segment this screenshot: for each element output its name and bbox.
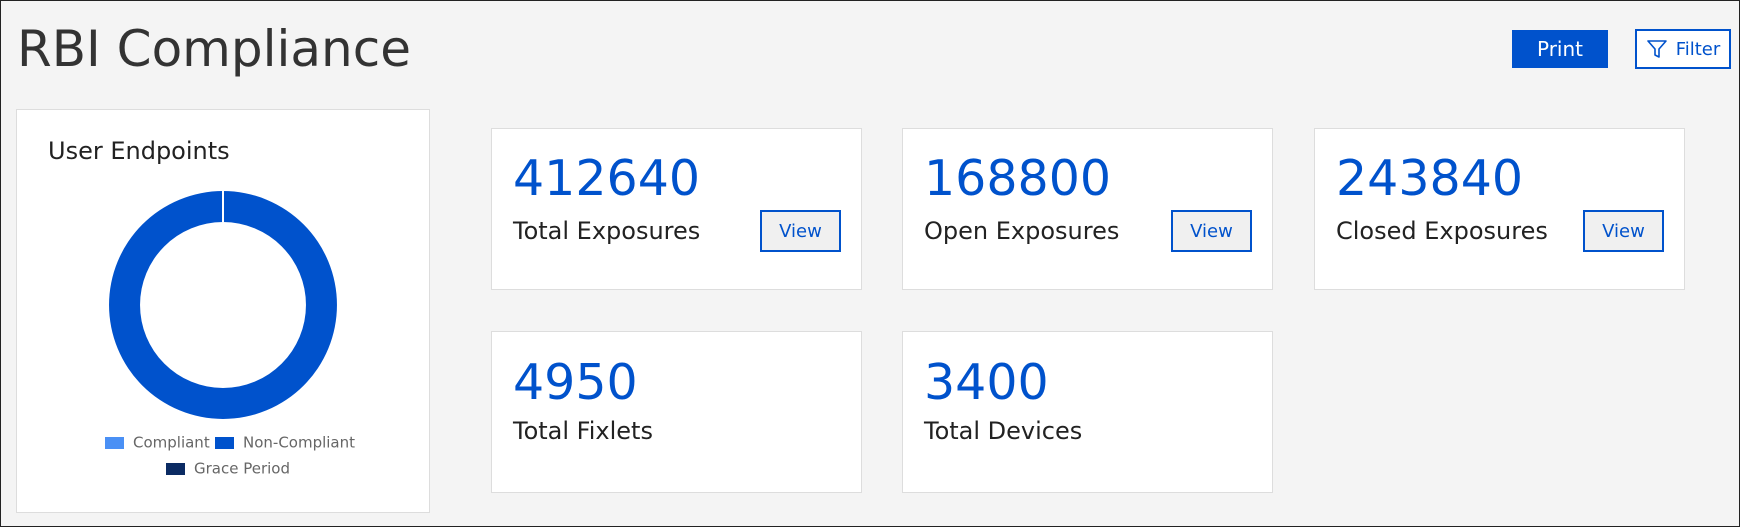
view-button-label: View	[779, 220, 822, 242]
stat-value: 412640	[513, 150, 701, 207]
legend-swatch	[166, 463, 185, 475]
stat-label: Total Fixlets	[513, 417, 653, 445]
stat-value: 4950	[513, 354, 638, 411]
stat-label: Closed Exposures	[1336, 217, 1548, 245]
stat-card: 3400 Total Devices	[902, 331, 1273, 493]
legend-label: Grace Period	[194, 460, 290, 478]
stat-label: Open Exposures	[924, 217, 1120, 245]
chart-title: User Endpoints	[48, 137, 230, 165]
stat-value: 168800	[924, 150, 1112, 207]
legend-label: Non-Compliant	[243, 434, 355, 452]
endpoints-card: User Endpoints Compliant Non-Compliant Gra…	[16, 109, 430, 513]
view-button[interactable]: View	[760, 210, 841, 252]
view-button-label: View	[1190, 220, 1233, 242]
print-button[interactable]: Print	[1512, 30, 1608, 68]
donut-slice	[109, 191, 337, 419]
print-button-label: Print	[1536, 37, 1583, 61]
stat-value: 3400	[924, 354, 1049, 411]
stat-label: Total Devices	[924, 417, 1083, 445]
legend-swatch	[215, 437, 234, 449]
page-title: RBI Compliance	[17, 20, 411, 78]
legend-swatch	[105, 437, 124, 449]
legend-label: Compliant	[133, 434, 210, 452]
stat-label: Total Exposures	[513, 217, 701, 245]
stat-card: 168800 Open Exposures View	[902, 128, 1273, 290]
filter-button[interactable]: Filter	[1635, 29, 1731, 69]
stat-card: 243840 Closed Exposures View	[1314, 128, 1685, 290]
view-button[interactable]: View	[1583, 210, 1664, 252]
view-button[interactable]: View	[1171, 210, 1252, 252]
donut-chart: User Endpoints Compliant Non-Compliant Gra…	[48, 137, 355, 478]
stat-value: 243840	[1336, 150, 1524, 207]
stat-card: 4950 Total Fixlets	[491, 331, 862, 493]
filter-button-label: Filter	[1675, 38, 1721, 60]
filter-icon	[1646, 40, 1667, 58]
stat-card: 412640 Total Exposures View	[491, 128, 862, 290]
view-button-label: View	[1602, 220, 1645, 242]
